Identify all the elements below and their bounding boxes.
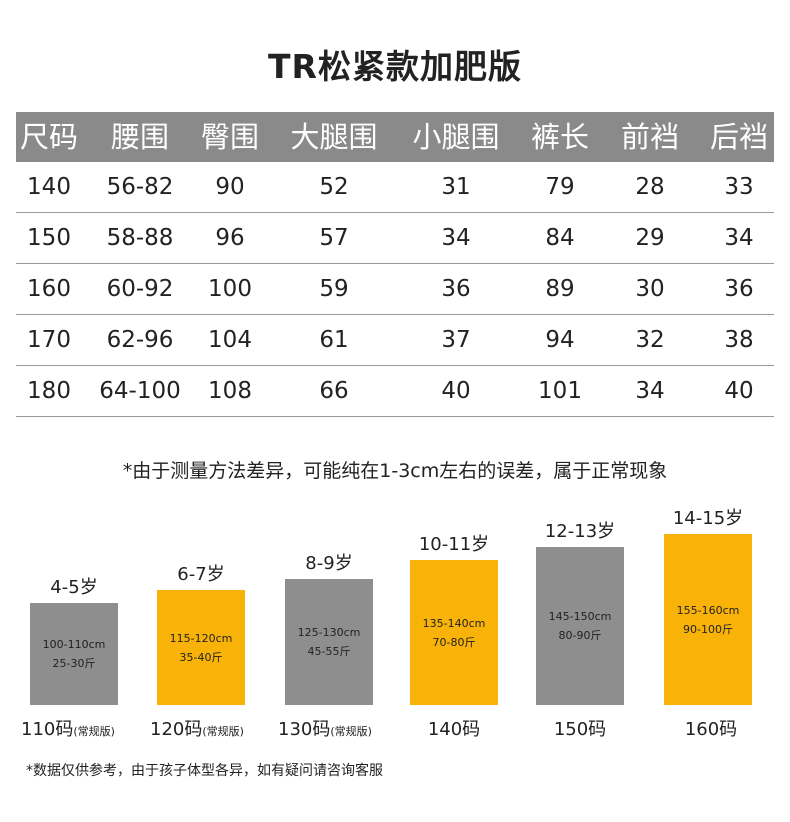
table-cell: 66: [319, 378, 349, 404]
table-row: 150 58-88 96 57 34 84 29 34: [16, 213, 774, 264]
header-hip: 臀围: [200, 120, 260, 154]
size-label: 150码: [554, 715, 606, 741]
age-bar: 100-110cm 25-30斤: [30, 603, 118, 705]
size-suffix: (常规版): [202, 725, 244, 738]
measurement-note: *由于测量方法差异，可能纯在1-3cm左右的误差，属于正常现象: [122, 460, 668, 482]
table-cell: 160: [27, 276, 71, 302]
age-label: 4-5岁: [50, 577, 98, 598]
header-back-rise: 后裆: [709, 120, 769, 154]
size-table-body: 140 56-82 90 52 31 79 28 33 150 58-88 96 57 34 84 29 34…: [16, 162, 774, 417]
table-cell: 36: [724, 276, 754, 302]
age-bar: 115-120cm 35-40斤: [157, 590, 245, 705]
table-cell: 31: [441, 174, 471, 200]
height-range: 100-110cm: [42, 638, 106, 651]
table-row: 170 62-96 104 61 37 94 32 38: [16, 315, 774, 366]
table-cell: 33: [724, 174, 754, 200]
table-cell: 104: [208, 327, 252, 353]
header-size: 尺码: [19, 120, 79, 154]
table-cell: 34: [635, 378, 665, 404]
table-cell: 56-82: [106, 174, 174, 200]
table-cell: 150: [27, 225, 71, 251]
table-cell: 94: [545, 327, 575, 353]
size-value: 110码: [21, 719, 74, 740]
age-label: 12-13岁: [544, 521, 616, 542]
table-cell: 36: [441, 276, 471, 302]
table-cell: 108: [208, 378, 252, 404]
table-cell: 57: [319, 225, 349, 251]
table-cell: 79: [545, 174, 575, 200]
height-range: 155-160cm: [676, 603, 740, 617]
height-range: 135-140cm: [422, 616, 486, 630]
age-size-guide: 4-5岁 100-110cm 25-30斤 110码(常规版) 6-7岁 115-120c…: [0, 495, 790, 755]
size-table: 尺码 腰围 臀围 大腿围 小腿围 裤长 前裆 后裆 140 56-82 90 52 31…: [16, 112, 774, 417]
age-label: 8-9岁: [305, 553, 353, 574]
table-cell: 140: [27, 174, 71, 200]
size-suffix: (常规版): [73, 725, 115, 738]
table-cell: 40: [724, 378, 754, 404]
header-waist: 腰围: [110, 120, 170, 154]
table-cell: 58-88: [106, 225, 174, 251]
table-cell: 30: [635, 276, 665, 302]
table-cell: 38: [724, 327, 754, 353]
size-value: 120码: [150, 719, 203, 740]
table-cell: 61: [319, 327, 349, 353]
table-cell: 100: [208, 276, 252, 302]
table-cell: 84: [545, 225, 575, 251]
table-cell: 64-100: [99, 378, 181, 404]
table-cell: 52: [319, 174, 349, 200]
weight-range: 90-100斤: [683, 622, 733, 636]
table-cell: 34: [724, 225, 754, 251]
height-range: 125-130cm: [297, 626, 361, 639]
size-label: 140码: [428, 715, 480, 741]
height-range: 115-120cm: [169, 631, 233, 645]
age-label: 6-7岁: [177, 564, 225, 585]
size-label: 160码: [685, 715, 737, 741]
size-label: 130码(常规版): [278, 715, 372, 741]
table-cell: 101: [538, 378, 582, 404]
table-cell: 29: [635, 225, 665, 251]
age-bar: 135-140cm 70-80斤: [410, 560, 498, 705]
age-bar: 125-130cm 45-55斤: [285, 579, 373, 705]
table-cell: 60-92: [106, 276, 174, 302]
size-label: 120码(常规版): [150, 715, 244, 741]
table-cell: 40: [441, 378, 471, 404]
table-row: 160 60-92 100 59 36 89 30 36: [16, 264, 774, 315]
header-calf: 小腿围: [412, 120, 500, 154]
size-value: 130码: [278, 719, 331, 740]
age-label: 10-11岁: [418, 534, 490, 555]
weight-range: 80-90斤: [558, 629, 602, 642]
size-suffix: (常规版): [330, 725, 372, 738]
table-cell: 37: [441, 327, 471, 353]
page-title: TR松紧款加肥版: [268, 47, 522, 86]
header-thigh: 大腿围: [290, 120, 378, 154]
age-bar: 155-160cm 90-100斤: [664, 534, 752, 705]
weight-range: 70-80斤: [432, 635, 476, 649]
table-cell: 28: [635, 174, 665, 200]
table-cell: 34: [441, 225, 471, 251]
reference-note: *数据仅供参考，由于孩子体型各异，如有疑问请咨询客服: [26, 763, 383, 779]
age-bar: 145-150cm 80-90斤: [536, 547, 624, 705]
size-label: 110码(常规版): [21, 715, 115, 741]
table-row: 140 56-82 90 52 31 79 28 33: [16, 162, 774, 213]
table-cell: 62-96: [106, 327, 174, 353]
header-front-rise: 前裆: [620, 120, 680, 154]
weight-range: 35-40斤: [179, 650, 223, 664]
table-row: 180 64-100 108 66 40 101 34 40: [16, 366, 774, 417]
size-value: 140码: [427, 719, 481, 740]
header-length: 裤长: [530, 120, 590, 154]
size-value: 150码: [553, 719, 607, 740]
size-table-header: 尺码 腰围 臀围 大腿围 小腿围 裤长 前裆 后裆: [16, 112, 774, 162]
table-cell: 180: [27, 378, 71, 404]
table-cell: 59: [319, 276, 349, 302]
table-cell: 89: [545, 276, 575, 302]
table-cell: 170: [27, 327, 71, 353]
height-range: 145-150cm: [548, 610, 612, 623]
table-cell: 32: [635, 327, 665, 353]
age-label: 14-15岁: [672, 508, 744, 529]
table-cell: 96: [215, 225, 245, 251]
weight-range: 45-55斤: [307, 645, 351, 658]
weight-range: 25-30斤: [52, 657, 96, 670]
size-value: 160码: [684, 719, 738, 740]
table-cell: 90: [215, 174, 245, 200]
